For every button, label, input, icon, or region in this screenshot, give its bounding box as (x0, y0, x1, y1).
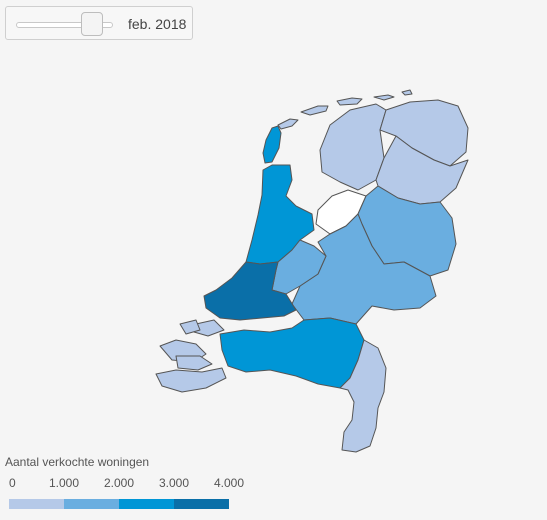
legend-title: Aantal verkochte woningen (5, 455, 150, 469)
province-zuid-holland[interactable] (203, 261, 297, 321)
legend-tick-label: 1.000 (48, 476, 80, 490)
island-texel[interactable] (262, 125, 282, 164)
province-groningen[interactable] (379, 99, 469, 167)
legend-color-swatch (174, 499, 229, 509)
slider-track[interactable] (16, 22, 113, 28)
wadden-islands (262, 89, 413, 164)
legend-color-swatch (9, 499, 64, 509)
island-schiermonnikoog[interactable] (373, 94, 395, 101)
island-vlieland[interactable] (277, 118, 299, 130)
province-noord-brabant[interactable] (219, 317, 365, 389)
period-slider[interactable]: feb. 2018 (5, 6, 193, 40)
province-zeeland[interactable] (155, 319, 227, 393)
province-limburg[interactable] (339, 339, 387, 453)
island-terschelling[interactable] (300, 105, 329, 116)
slider-handle[interactable] (81, 12, 103, 36)
legend-color-swatch (119, 499, 174, 509)
island-ameland[interactable] (336, 97, 363, 106)
legend-tick-label: 3.000 (158, 476, 190, 490)
island-rottumeroog[interactable] (401, 89, 413, 96)
legend-tick-label: 0 (9, 476, 16, 490)
slider-value-label: feb. 2018 (128, 16, 187, 32)
legend-tick-label: 2.000 (103, 476, 135, 490)
legend-color-swatch (64, 499, 119, 509)
province-friesland[interactable] (319, 103, 387, 191)
legend-tick-label: 4.000 (213, 476, 245, 490)
